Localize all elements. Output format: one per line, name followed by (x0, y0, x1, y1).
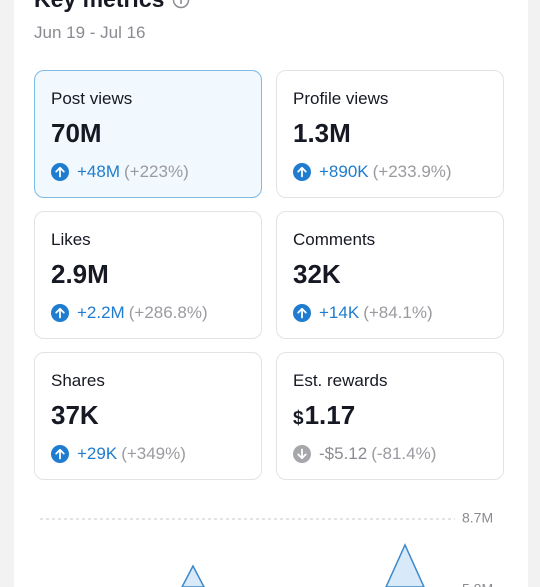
change-amount: +890K (319, 162, 369, 181)
arrow-up-icon (293, 163, 311, 181)
metric-card[interactable]: Est. rewards $1.17 -$5.12 (-81.4%) (276, 352, 504, 480)
metric-change: -$5.12 (-81.4%) (293, 444, 436, 464)
metric-label: Comments (293, 230, 376, 249)
metric-change: +48M (+223%) (51, 162, 189, 182)
change-percent: (+349%) (121, 444, 186, 463)
change-percent: (+286.8%) (128, 303, 208, 322)
change-amount: +2.2M (77, 303, 125, 322)
y-tick-label: 8.7M (462, 510, 493, 526)
icon-arrow (297, 166, 307, 178)
metric-label: Est. rewards (293, 371, 388, 390)
metric-value: 70M (51, 118, 102, 149)
y-tick-label: 5.8M (462, 581, 493, 587)
metric-value: 2.9M (51, 259, 109, 290)
value-text: 1.17 (304, 400, 356, 430)
value-text: 1.3M (293, 118, 351, 148)
metric-label: Likes (51, 230, 91, 249)
date-range: Jun 19 - Jul 16 (34, 23, 146, 42)
icon-arrow (297, 448, 307, 460)
value-text: 32K (293, 259, 341, 289)
arrow-down-icon (293, 445, 311, 463)
icon-arrow (55, 307, 65, 319)
metric-card[interactable]: Shares 37K +29K (+349%) (34, 352, 262, 480)
metric-value: 37K (51, 400, 99, 431)
arrow-up-icon (51, 304, 69, 322)
metric-label: Post views (51, 89, 133, 108)
icon-arrow (297, 307, 307, 319)
metric-value: $1.17 (293, 400, 355, 431)
metric-card[interactable]: Comments 32K +14K (+84.1%) (276, 211, 504, 339)
metric-label: Profile views (293, 89, 389, 108)
info-icon[interactable] (172, 0, 190, 9)
icon-arrow (55, 448, 65, 460)
change-amount: +14K (319, 303, 360, 322)
panel: Key metrics Jun 19 - Jul 16 Post views 70… (14, 0, 528, 587)
value-text: 70M (51, 118, 102, 148)
change-percent: (+233.9%) (372, 162, 452, 181)
metric-card[interactable]: Profile views 1.3M +890K (+233.9%) (276, 70, 504, 198)
chart: 8.7M 5.8M (40, 510, 493, 587)
metric-value: 1.3M (293, 118, 351, 149)
metric-card[interactable]: Post views 70M +48M (+223%) (34, 70, 262, 198)
change-percent: (+84.1%) (363, 303, 433, 322)
arrow-up-icon (51, 445, 69, 463)
value-text: 37K (51, 400, 99, 430)
metric-label: Shares (51, 371, 105, 390)
metric-change: +14K (+84.1%) (293, 303, 433, 323)
change-percent: (+223%) (124, 162, 189, 181)
title: Key metrics (34, 0, 164, 13)
change-percent: (-81.4%) (371, 444, 437, 463)
title-row: Key metrics (34, 0, 190, 13)
chart-peak (181, 564, 205, 587)
metric-change: +890K (+233.9%) (293, 162, 452, 182)
metric-value: 32K (293, 259, 341, 290)
metric-change: +29K (+349%) (51, 444, 186, 464)
change-amount: -$5.12 (319, 444, 368, 463)
icon-arrow (55, 166, 65, 178)
metric-change: +2.2M (+286.8%) (51, 303, 208, 323)
change-amount: +29K (77, 444, 118, 463)
metric-card[interactable]: Likes 2.9M +2.2M (+286.8%) (34, 211, 262, 339)
arrow-up-icon (293, 304, 311, 322)
value-text: 2.9M (51, 259, 109, 289)
change-amount: +48M (77, 162, 120, 181)
currency: $ (293, 408, 304, 429)
chart-peak (385, 543, 425, 587)
arrow-up-icon (51, 163, 69, 181)
